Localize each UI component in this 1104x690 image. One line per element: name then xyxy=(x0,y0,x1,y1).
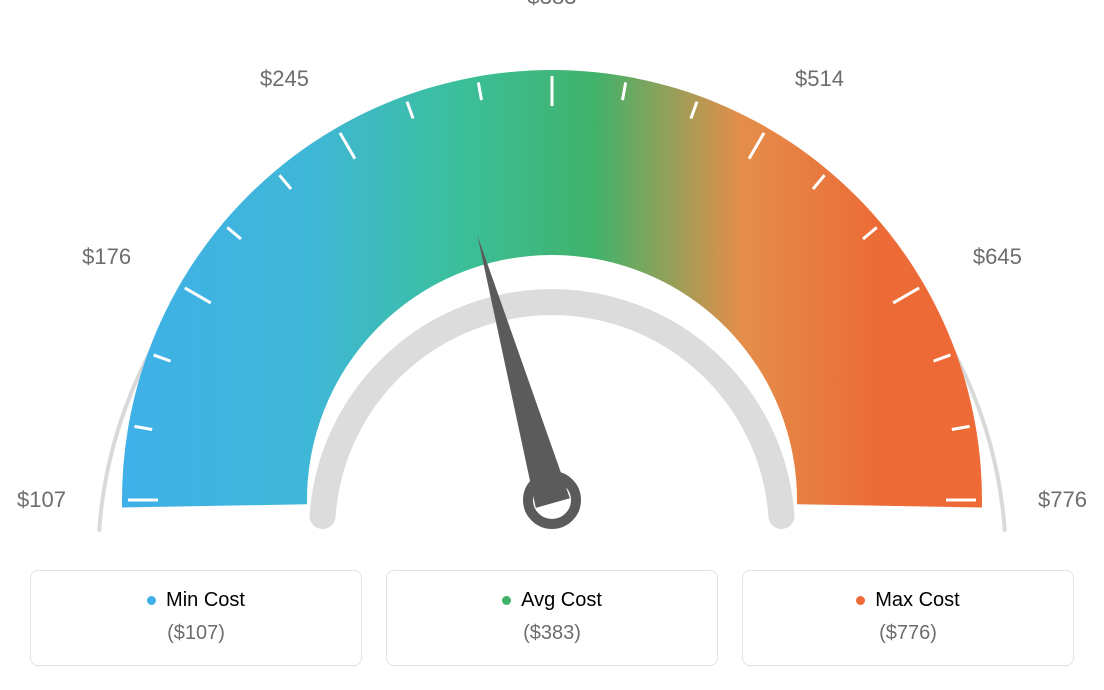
legend-max-label: Max Cost xyxy=(875,589,959,612)
chart-container: Min Cost ($107) Avg Cost ($383) Max Cost… xyxy=(0,0,1104,690)
legend-max-dot xyxy=(856,596,865,605)
scale-label: $107 xyxy=(17,487,66,513)
legend-avg-value: ($383) xyxy=(397,622,707,645)
legend-avg-title: Avg Cost xyxy=(502,589,602,612)
legend-avg-label: Avg Cost xyxy=(521,589,602,612)
legend-max: Max Cost ($776) xyxy=(742,570,1074,666)
gauge-svg xyxy=(0,0,1104,560)
legend-min-label: Min Cost xyxy=(166,589,245,612)
scale-label: $245 xyxy=(260,66,309,92)
gauge-area xyxy=(0,0,1104,560)
legend-max-title: Max Cost xyxy=(856,589,959,612)
legend-avg: Avg Cost ($383) xyxy=(386,570,718,666)
scale-label: $645 xyxy=(973,244,1022,270)
scale-label: $176 xyxy=(82,244,131,270)
legend-min: Min Cost ($107) xyxy=(30,570,362,666)
scale-label: $383 xyxy=(528,0,577,10)
legend-row: Min Cost ($107) Avg Cost ($383) Max Cost… xyxy=(30,570,1074,666)
scale-label: $776 xyxy=(1038,487,1087,513)
scale-label: $514 xyxy=(795,66,844,92)
legend-min-dot xyxy=(147,596,156,605)
legend-max-value: ($776) xyxy=(753,622,1063,645)
legend-avg-dot xyxy=(502,596,511,605)
legend-min-title: Min Cost xyxy=(147,589,245,612)
legend-min-value: ($107) xyxy=(41,622,351,645)
